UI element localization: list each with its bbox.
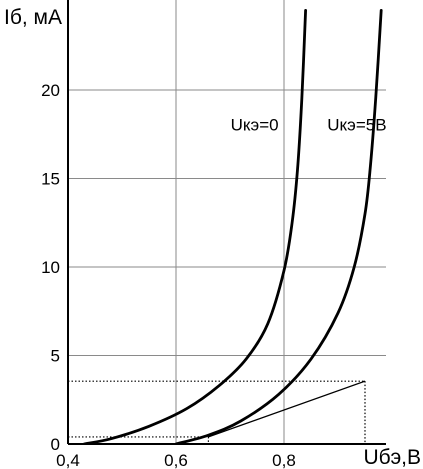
y-tick-label: 5 [51, 347, 60, 366]
y-axis-title: Iб, мА [4, 6, 62, 29]
y-tick-label: 15 [41, 170, 60, 189]
x-tick-label: 0,6 [164, 451, 188, 469]
series-label-2: Uкэ=5В [327, 116, 386, 135]
series-line-2 [174, 8, 383, 445]
y-tick-label: 0 [51, 435, 60, 454]
curves [82, 8, 383, 445]
y-tick-label: 10 [41, 258, 60, 277]
tick-labels: 0 5 10 15 20 0,4 0,6 0,8 [41, 81, 296, 469]
x-tick-label: 0,4 [56, 451, 80, 469]
tangent-line [208, 380, 366, 438]
axes [67, 0, 386, 445]
x-axis-title: Uбэ,В [363, 446, 421, 469]
series-line-1 [82, 8, 307, 445]
grid [68, 0, 386, 444]
series-label-1: Uкэ=0 [231, 116, 279, 135]
y-tick-label: 20 [41, 81, 60, 100]
curve-labels: Uкэ=0 Uкэ=5В [231, 116, 387, 135]
dotted-guides [68, 380, 366, 444]
x-tick-label: 0,8 [272, 451, 296, 469]
